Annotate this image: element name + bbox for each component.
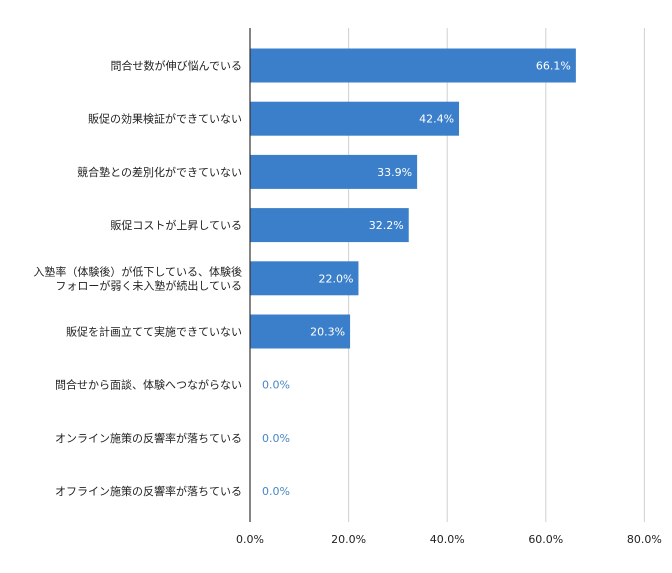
x-tick-label: 60.0% [528, 533, 563, 546]
data-label: 0.0% [262, 485, 290, 498]
category-label: 競合塾との差別化ができていない [77, 165, 242, 179]
bar [250, 261, 359, 296]
data-label: 20.3% [310, 326, 345, 339]
bar [250, 314, 351, 349]
data-label: 0.0% [262, 379, 290, 392]
category-label: 入塾率（体験後）が低下している、体験後 [33, 264, 242, 278]
x-tick-label: 20.0% [331, 533, 366, 546]
data-label: 66.1% [536, 60, 571, 73]
bar [250, 154, 418, 189]
data-label: 42.4% [419, 113, 454, 126]
category-label: 販促を計画立てて実施できていない [66, 325, 242, 339]
axis: 0.0% 20.0% 40.0% 60.0% 80.0% [236, 28, 662, 546]
category-label: 販促の効果検証ができていない [88, 112, 242, 126]
category-label: オンライン施策の反響率が落ちている [55, 431, 242, 445]
bar [250, 208, 409, 243]
bars [250, 48, 576, 349]
category-label: 問合せ数が伸び悩んでいる [111, 59, 242, 73]
bar [250, 101, 460, 136]
x-tick-label: 80.0% [627, 533, 662, 546]
data-label: 22.0% [319, 272, 354, 285]
category-label: フォローが弱く未入塾が続出している [55, 278, 242, 292]
data-label: 33.9% [377, 166, 412, 179]
data-label: 0.0% [262, 432, 290, 445]
x-tick-label: 40.0% [430, 533, 465, 546]
category-label: 販促コストが上昇している [110, 218, 242, 232]
bar [250, 48, 576, 83]
labels: 66.1% 問合せ数が伸び悩んでいる 42.4% 販促の効果検証ができていない 33.9… [33, 59, 571, 499]
category-label: 問合せから面談、体験へつながらない [55, 378, 242, 392]
data-label: 32.2% [369, 219, 404, 232]
category-label: オフライン施策の反響率が落ちている [55, 484, 242, 498]
x-tick-label: 0.0% [236, 533, 264, 546]
